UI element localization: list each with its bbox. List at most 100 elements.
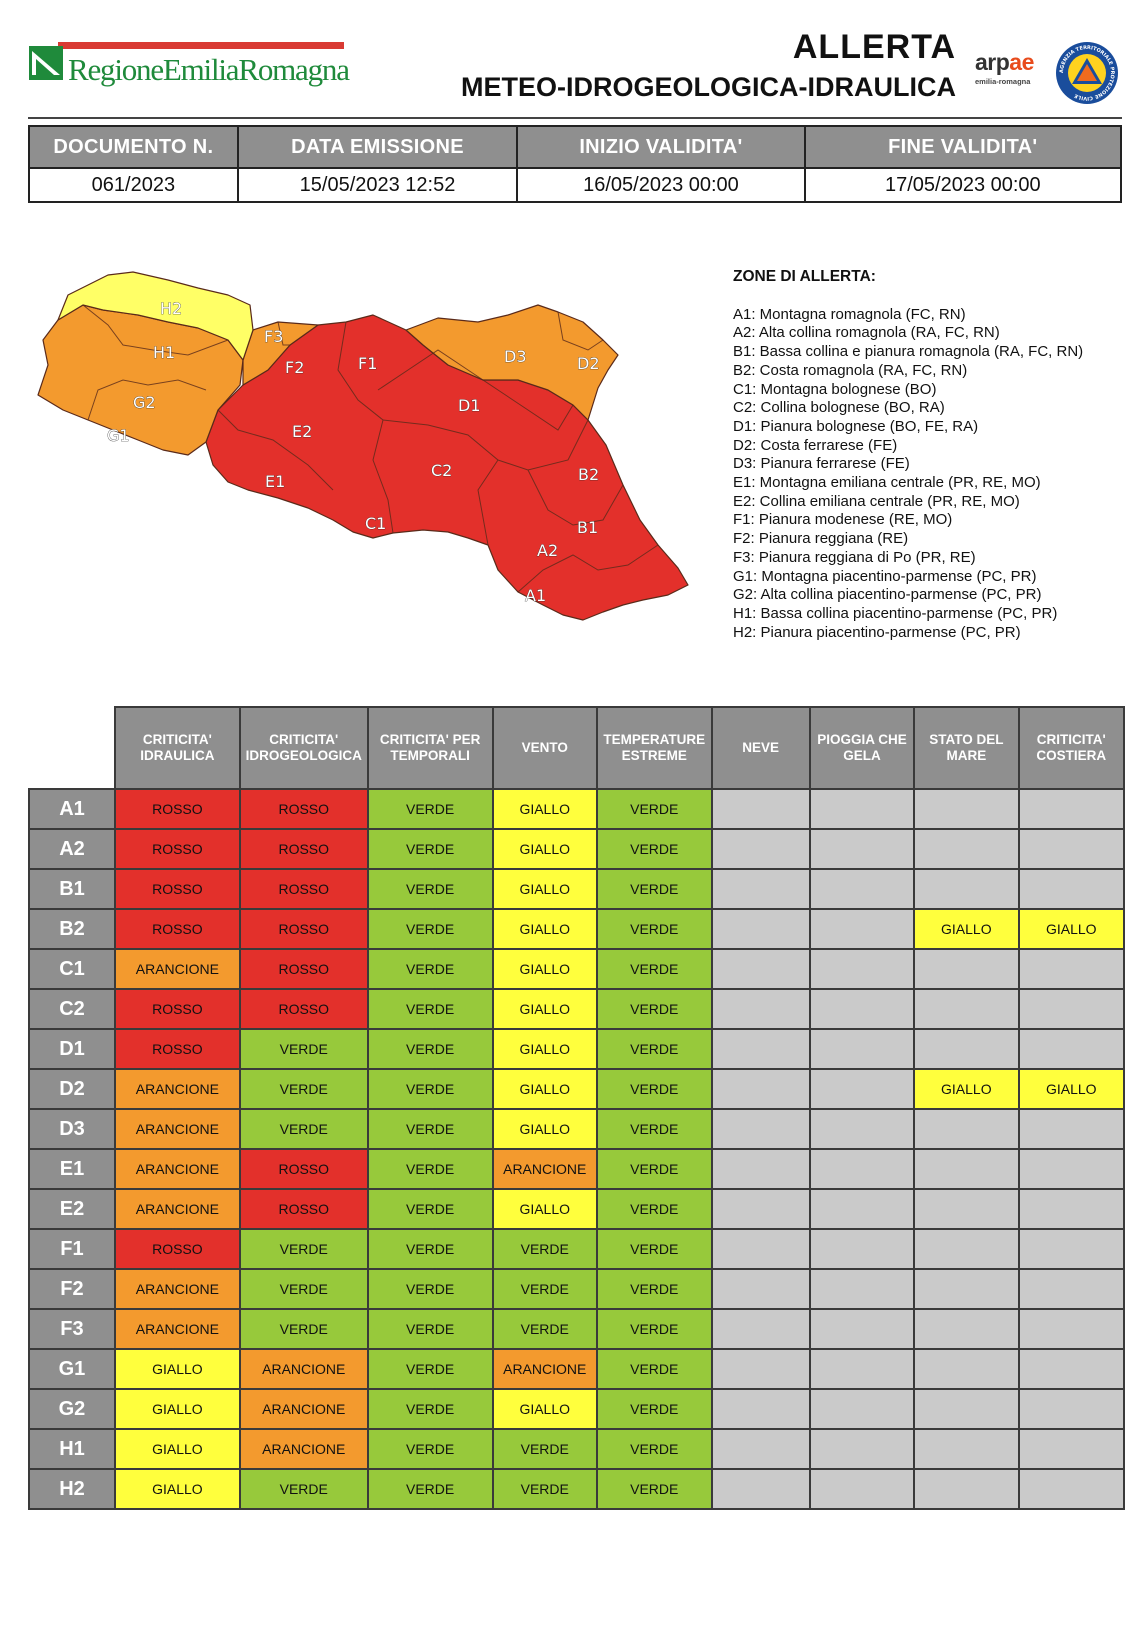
alert-zone-code: D1 xyxy=(28,1028,116,1070)
legend-item-c2: C2: Collina bolognese (BO, RA) xyxy=(733,399,945,417)
alert-level-cell: VERDE xyxy=(595,1268,713,1310)
alert-level-cell: VERDE xyxy=(238,1468,369,1510)
alert-level-cell xyxy=(913,1388,1020,1430)
legend-item-h1: H1: Bassa collina piacentino-parmense (P… xyxy=(733,604,1058,622)
alert-level-cell: ROSSO xyxy=(113,1028,241,1070)
regione-flag-icon xyxy=(29,46,63,80)
alert-row-d2: D2 ARANCIONE VERDE VERDE GIALLO VERDE GIALLO GI… xyxy=(28,1068,1126,1110)
alert-level-cell xyxy=(913,1308,1020,1350)
alert-level-cell xyxy=(808,1428,916,1470)
alert-level-cell: GIALLO xyxy=(113,1428,241,1470)
legend-item-g1: G1: Montagna piacentino-parmense (PC, PR… xyxy=(733,567,1037,585)
alert-row-d1: D1 ROSSO VERDE VERDE GIALLO VERDE xyxy=(28,1028,1126,1070)
alert-level-cell: GIALLO xyxy=(1017,1068,1126,1110)
alert-level-cell xyxy=(710,1348,811,1390)
alert-level-cell xyxy=(808,908,916,950)
alert-column-header: VENTO xyxy=(491,706,598,790)
alert-level-cell xyxy=(710,1308,811,1350)
legend-item-c1: C1: Montagna bolognese (BO) xyxy=(733,380,937,398)
alert-level-cell: VERDE xyxy=(366,828,494,870)
alert-level-cell: GIALLO xyxy=(491,788,598,830)
legend-item-e2: E2: Collina emiliana centrale (PR, RE, M… xyxy=(733,492,1020,510)
alert-level-cell xyxy=(808,1268,916,1310)
alert-level-cell: ROSSO xyxy=(113,868,241,910)
legend-item-a1: A1: Montagna romagnola (FC, RN) xyxy=(733,305,966,323)
alert-level-cell xyxy=(710,1468,811,1510)
alert-level-cell: ROSSO xyxy=(238,988,369,1030)
validity-start: 16/05/2023 00:00 xyxy=(516,167,806,203)
alert-level-cell xyxy=(1017,1228,1126,1270)
legend-item-d1: D1: Pianura bolognese (BO, FE, RA) xyxy=(733,417,979,435)
alert-level-cell: ROSSO xyxy=(238,828,369,870)
alert-zone-code: F3 xyxy=(28,1308,116,1350)
alert-level-cell: ARANCIONE xyxy=(113,1108,241,1150)
alert-level-cell: VERDE xyxy=(366,1428,494,1470)
alert-level-cell: VERDE xyxy=(366,988,494,1030)
alert-level-cell: VERDE xyxy=(366,788,494,830)
alert-level-cell: GIALLO xyxy=(491,828,598,870)
alert-level-cell: VERDE xyxy=(595,1028,713,1070)
alert-level-cell: GIALLO xyxy=(491,1188,598,1230)
alert-level-cell: ARANCIONE xyxy=(113,1188,241,1230)
alert-zone-code: B1 xyxy=(28,868,116,910)
alert-level-cell xyxy=(808,868,916,910)
alert-level-cell: ARANCIONE xyxy=(113,1268,241,1310)
logo-red-bar xyxy=(58,42,344,49)
arpae-name-text: arpae xyxy=(975,49,1034,75)
alert-zone-code: G2 xyxy=(28,1388,116,1430)
alert-level-cell: VERDE xyxy=(595,1108,713,1150)
map-label-f1: F1 xyxy=(358,354,377,373)
alert-level-cell: GIALLO xyxy=(113,1468,241,1510)
alert-level-cell: ROSSO xyxy=(238,868,369,910)
alert-level-cell xyxy=(808,1228,916,1270)
alert-level-cell: GIALLO xyxy=(491,868,598,910)
alert-zone-code: C1 xyxy=(28,948,116,990)
alert-row-b1: B1 ROSSO ROSSO VERDE GIALLO VERDE xyxy=(28,868,1126,910)
alert-column-header: CRITICITA' COSTIERA xyxy=(1017,706,1126,790)
alert-level-cell xyxy=(913,868,1020,910)
map-label-g1: G1 xyxy=(107,426,130,445)
alert-level-cell: GIALLO xyxy=(491,908,598,950)
alert-zone-code: E2 xyxy=(28,1188,116,1230)
map-zone-yellow-h2 xyxy=(57,271,254,361)
legend-item-f3: F3: Pianura reggiana di Po (PR, RE) xyxy=(733,548,976,566)
alert-level-cell: VERDE xyxy=(238,1268,369,1310)
map-label-b1: B1 xyxy=(577,518,598,537)
alert-column-header: PIOGGIA CHE GELA xyxy=(808,706,916,790)
alert-level-cell xyxy=(1017,1428,1126,1470)
alert-level-cell: ARANCIONE xyxy=(113,948,241,990)
alert-zone-code: F2 xyxy=(28,1268,116,1310)
alert-level-cell xyxy=(1017,1308,1126,1350)
map-label-c1: C1 xyxy=(365,514,386,533)
alert-level-cell: VERDE xyxy=(238,1068,369,1110)
info-header-row: DOCUMENTO N. DATA EMISSIONE INIZIO VALID… xyxy=(28,125,1123,169)
arpae-subtitle: emilia-romagna xyxy=(975,77,1031,86)
alert-level-cell: ARANCIONE xyxy=(238,1428,369,1470)
alert-level-cell: VERDE xyxy=(595,1468,713,1510)
alert-level-cell: ROSSO xyxy=(113,788,241,830)
alert-level-cell xyxy=(1017,788,1126,830)
alert-level-cell xyxy=(710,1428,811,1470)
alert-level-cell: ROSSO xyxy=(238,908,369,950)
alert-level-cell xyxy=(710,1228,811,1270)
legend-item-b1: B1: Bassa collina e pianura romagnola (R… xyxy=(733,343,1084,361)
alert-zone-code: F1 xyxy=(28,1228,116,1270)
info-header-validity-end: FINE VALIDITA' xyxy=(803,125,1123,169)
alert-row-e2: E2 ARANCIONE ROSSO VERDE GIALLO VERDE xyxy=(28,1188,1126,1230)
alert-level-cell xyxy=(808,1468,916,1510)
alert-level-cell xyxy=(913,1188,1020,1230)
alert-column-header: CRITICITA' PER TEMPORALI xyxy=(366,706,494,790)
alert-column-header: STATO DEL MARE xyxy=(913,706,1020,790)
map-label-c2: C2 xyxy=(431,461,452,480)
alert-level-cell: VERDE xyxy=(491,1428,598,1470)
page-title: ALLERTA xyxy=(792,28,956,66)
alert-row-e1: E1 ARANCIONE ROSSO VERDE ARANCIONE VERDE xyxy=(28,1148,1126,1190)
map-label-f3: F3 xyxy=(264,327,283,346)
arpae-logo: arpae emilia-romagna xyxy=(975,49,1049,95)
alert-level-cell: GIALLO xyxy=(491,1108,598,1150)
info-header-document: DOCUMENTO N. xyxy=(28,125,239,169)
info-header-validity-start: INIZIO VALIDITA' xyxy=(516,125,806,169)
map-label-d3: D3 xyxy=(504,347,527,366)
alert-level-cell: GIALLO xyxy=(913,908,1020,950)
alert-level-cell: ROSSO xyxy=(238,1148,369,1190)
